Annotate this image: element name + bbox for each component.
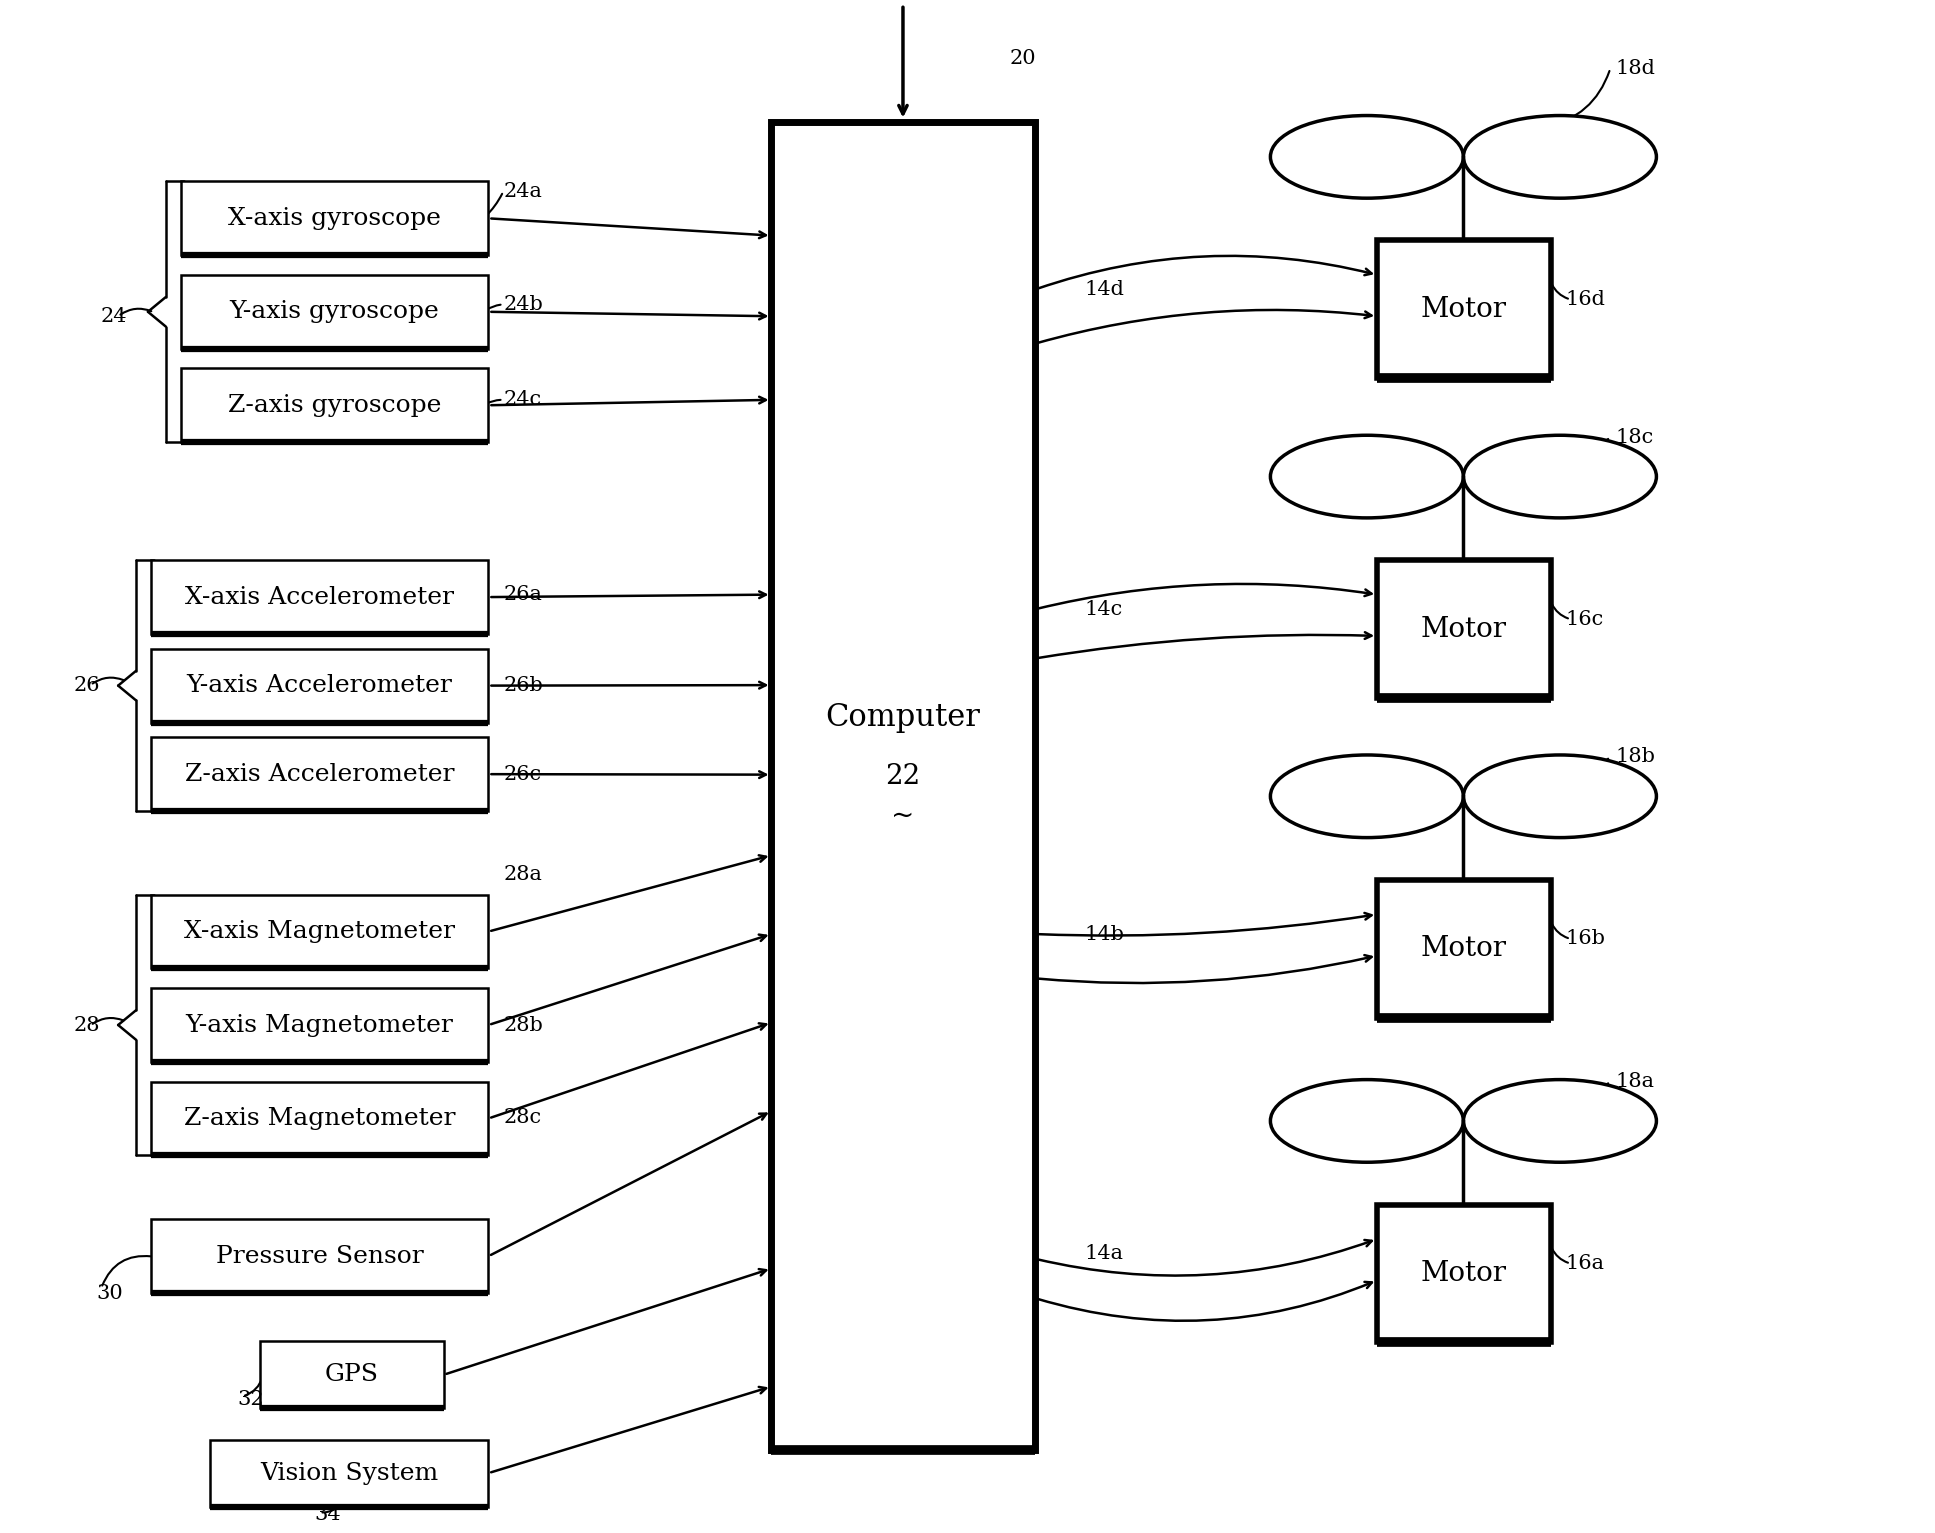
Text: Vision System: Vision System	[261, 1461, 439, 1484]
Text: 26: 26	[74, 676, 99, 694]
Text: Motor: Motor	[1420, 935, 1507, 963]
Text: Motor: Motor	[1420, 616, 1507, 642]
Text: 34: 34	[315, 1505, 341, 1524]
Text: Z-axis Accelerometer: Z-axis Accelerometer	[186, 762, 455, 785]
Bar	[151, 560, 488, 635]
Text: 24: 24	[101, 307, 128, 325]
Bar	[259, 1341, 443, 1409]
Bar	[180, 181, 488, 254]
Bar	[1378, 241, 1550, 379]
Text: GPS: GPS	[325, 1363, 379, 1386]
Ellipse shape	[1463, 754, 1656, 837]
Ellipse shape	[1271, 754, 1463, 837]
Text: 24a: 24a	[503, 182, 542, 201]
Ellipse shape	[1271, 115, 1463, 198]
Text: Pressure Sensor: Pressure Sensor	[217, 1245, 424, 1268]
Text: 28a: 28a	[503, 866, 542, 885]
Text: Motor: Motor	[1420, 296, 1507, 323]
Text: 18a: 18a	[1616, 1072, 1654, 1091]
Text: X-axis gyroscope: X-axis gyroscope	[228, 207, 441, 230]
Text: 18d: 18d	[1616, 58, 1654, 78]
Text: Computer: Computer	[824, 702, 979, 733]
Text: 30: 30	[97, 1283, 124, 1303]
Bar	[1378, 880, 1550, 1018]
Text: 20: 20	[1010, 49, 1037, 67]
Bar	[1378, 1205, 1550, 1343]
Ellipse shape	[1463, 115, 1656, 198]
Bar	[151, 1082, 488, 1156]
Text: Z-axis Magnetometer: Z-axis Magnetometer	[184, 1107, 455, 1130]
Bar	[211, 1439, 488, 1507]
Text: 16c: 16c	[1565, 610, 1604, 629]
Text: 24b: 24b	[503, 294, 544, 314]
Bar	[151, 1219, 488, 1292]
Text: 14c: 14c	[1084, 599, 1122, 619]
Text: 18b: 18b	[1616, 748, 1654, 766]
Text: 16d: 16d	[1565, 290, 1606, 310]
Bar	[151, 737, 488, 811]
Text: 22: 22	[884, 763, 921, 789]
Text: 14a: 14a	[1084, 1245, 1122, 1263]
Text: 16b: 16b	[1565, 929, 1606, 949]
Text: 26b: 26b	[503, 676, 544, 694]
Text: 18c: 18c	[1616, 428, 1654, 446]
Text: 14d: 14d	[1084, 281, 1124, 299]
Ellipse shape	[1463, 1079, 1656, 1162]
Text: X-axis Accelerometer: X-axis Accelerometer	[186, 586, 455, 609]
Text: 14b: 14b	[1084, 924, 1124, 943]
Bar	[772, 123, 1035, 1450]
Text: Motor: Motor	[1420, 1260, 1507, 1286]
Ellipse shape	[1463, 435, 1656, 518]
Bar	[151, 895, 488, 969]
Bar	[180, 368, 488, 442]
Text: X-axis Magnetometer: X-axis Magnetometer	[184, 920, 455, 943]
Ellipse shape	[1271, 1079, 1463, 1162]
Bar	[180, 274, 488, 348]
Bar	[151, 989, 488, 1062]
Text: 32: 32	[238, 1390, 263, 1409]
Text: 28b: 28b	[503, 1016, 544, 1035]
Bar	[151, 648, 488, 722]
Text: 26a: 26a	[503, 586, 542, 604]
Text: Y-axis Magnetometer: Y-axis Magnetometer	[186, 1013, 453, 1036]
Ellipse shape	[1271, 435, 1463, 518]
Bar	[1378, 560, 1550, 698]
Text: 16a: 16a	[1565, 1254, 1604, 1272]
Text: Z-axis gyroscope: Z-axis gyroscope	[228, 394, 441, 417]
Text: 28: 28	[74, 1016, 99, 1035]
Text: 24c: 24c	[503, 391, 542, 409]
Text: ~: ~	[890, 802, 913, 829]
Text: Y-axis Accelerometer: Y-axis Accelerometer	[188, 675, 453, 698]
Text: Y-axis gyroscope: Y-axis gyroscope	[230, 300, 439, 323]
Text: 26c: 26c	[503, 765, 542, 785]
Text: 28c: 28c	[503, 1108, 542, 1127]
